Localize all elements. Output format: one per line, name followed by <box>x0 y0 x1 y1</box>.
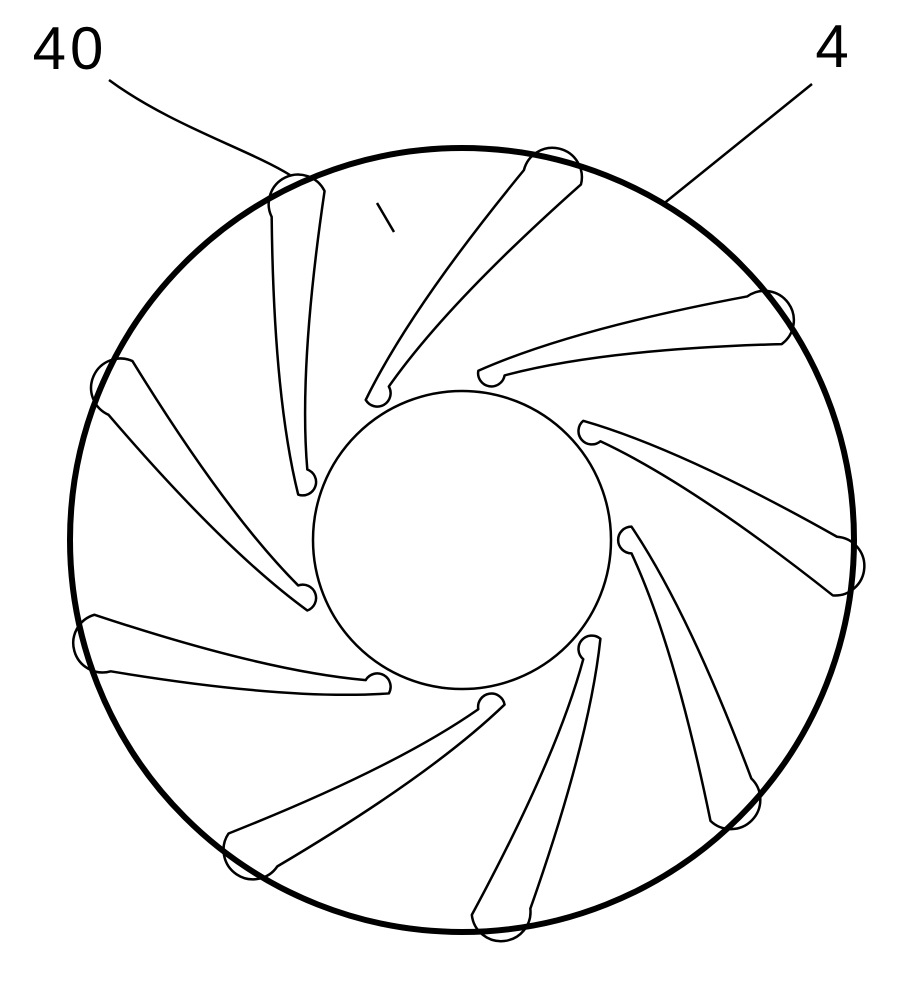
callout-leader-tick <box>377 203 394 232</box>
inner-hub <box>313 391 611 689</box>
vent-slot <box>578 421 864 596</box>
vent-slot <box>224 694 505 880</box>
callout-leader <box>662 84 812 205</box>
label-40: 40 <box>33 15 108 82</box>
outer-disc <box>70 148 854 932</box>
vent-slot <box>73 615 390 695</box>
callout-leader <box>109 80 290 175</box>
label-4: 4 <box>815 13 852 80</box>
vent-slot <box>472 636 601 942</box>
vent-slot <box>478 291 794 387</box>
vent-slot <box>366 148 582 407</box>
vent-slot <box>618 527 760 829</box>
vent-slot <box>269 175 325 496</box>
